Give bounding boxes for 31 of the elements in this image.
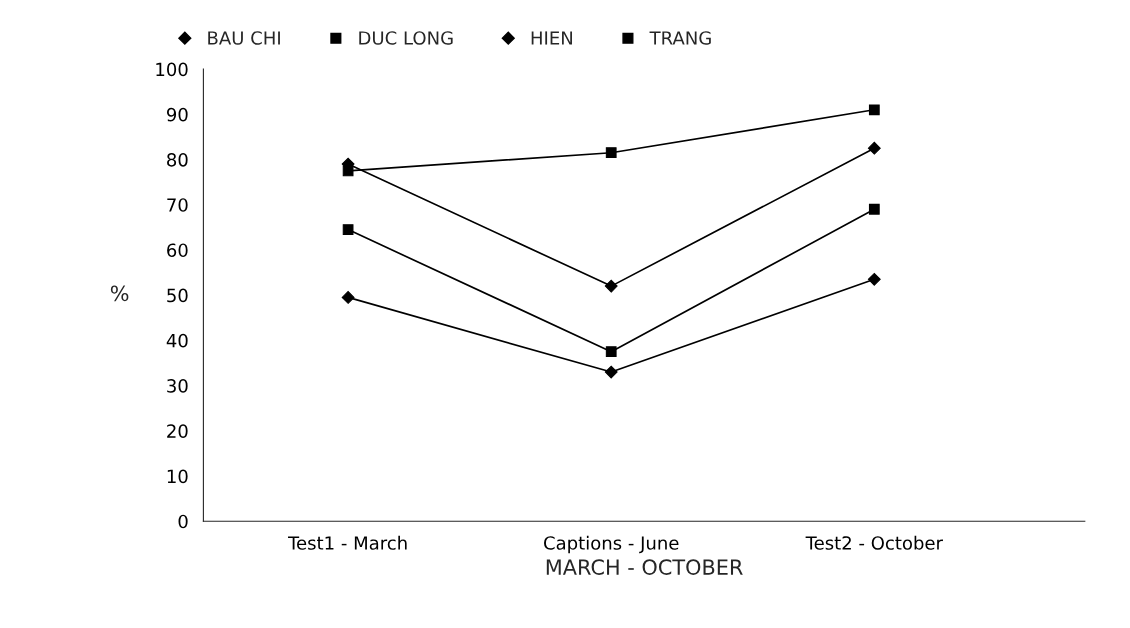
y-tick-label: 50 [167,288,188,303]
x-tick-label: Captions - June [544,535,679,554]
point [605,147,617,159]
y-tick-label: 10 [167,469,188,484]
y-tick-label: 100 [156,62,188,77]
point [868,203,880,215]
y-tick-label: 20 [167,424,188,438]
point [341,291,355,304]
legend-label: HIEN [531,31,572,45]
point [604,279,618,293]
y-axis-title: % [110,285,129,302]
legend-label: TRANG [649,31,711,45]
y-tick-label: 90 [166,107,188,122]
point [604,365,618,379]
x-axis-title: MARCH - OCTOBER [546,559,743,575]
y-tick-label: 70 [167,198,188,212]
y-tick-label: 80 [167,152,188,167]
y-tick-label: 40 [166,333,188,348]
legend-label: DUC LONG [359,31,453,45]
y-tick-label: 30 [167,379,188,393]
point [867,141,881,155]
point [867,272,881,286]
y-tick-label: 0 [178,514,188,529]
point [342,165,354,177]
x-tick-label: Test2 - October [805,535,943,550]
point [342,224,354,235]
point [605,346,617,358]
x-tick-label: Test1 - March [288,535,407,550]
legend-label: BAU CHI [208,31,280,45]
y-tick-label: 60 [167,243,188,258]
point [868,104,880,116]
